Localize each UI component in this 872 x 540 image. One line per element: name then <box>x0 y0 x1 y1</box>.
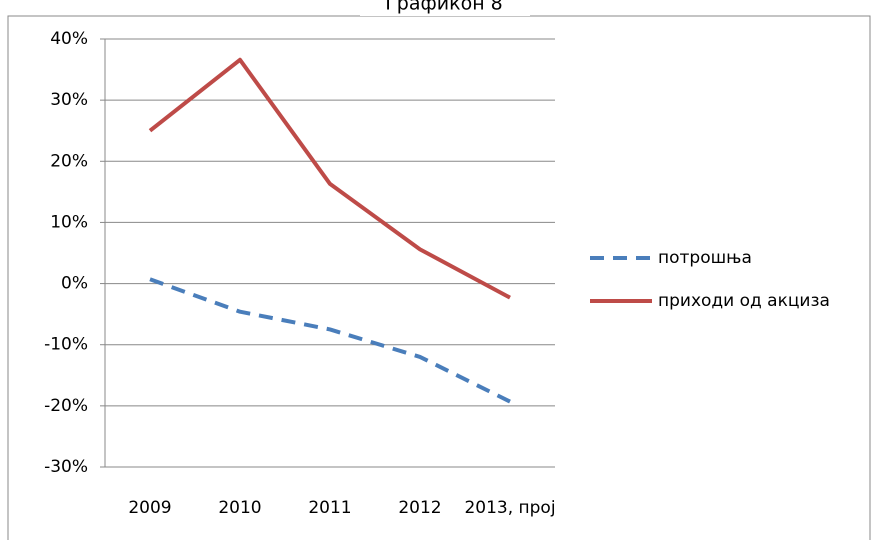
y-tick-label: 40% <box>50 29 88 49</box>
x-tick-label: 2009 <box>128 498 171 518</box>
chart-title: Графикон 8 <box>385 0 503 15</box>
x-tick-label: 2012 <box>398 498 441 518</box>
y-tick-label: -30% <box>44 457 88 477</box>
x-tick-label: 2010 <box>218 498 261 518</box>
x-tick-label: 2013, прој <box>464 498 555 518</box>
title-backdrop <box>360 0 530 16</box>
x-tick-label: 2011 <box>308 498 351 518</box>
legend-label: приходи од акциза <box>658 291 830 311</box>
y-tick-label: 0% <box>61 274 88 294</box>
series-line <box>148 57 511 300</box>
y-tick-label: -10% <box>44 335 88 355</box>
chart-frame <box>7 15 871 540</box>
y-tick-label: 20% <box>50 151 88 171</box>
legend-label: потрошња <box>658 248 752 268</box>
y-tick-label: 10% <box>50 212 88 232</box>
series-line <box>149 277 511 404</box>
y-tick-label: -20% <box>44 396 88 416</box>
y-tick-label: 30% <box>50 90 88 110</box>
